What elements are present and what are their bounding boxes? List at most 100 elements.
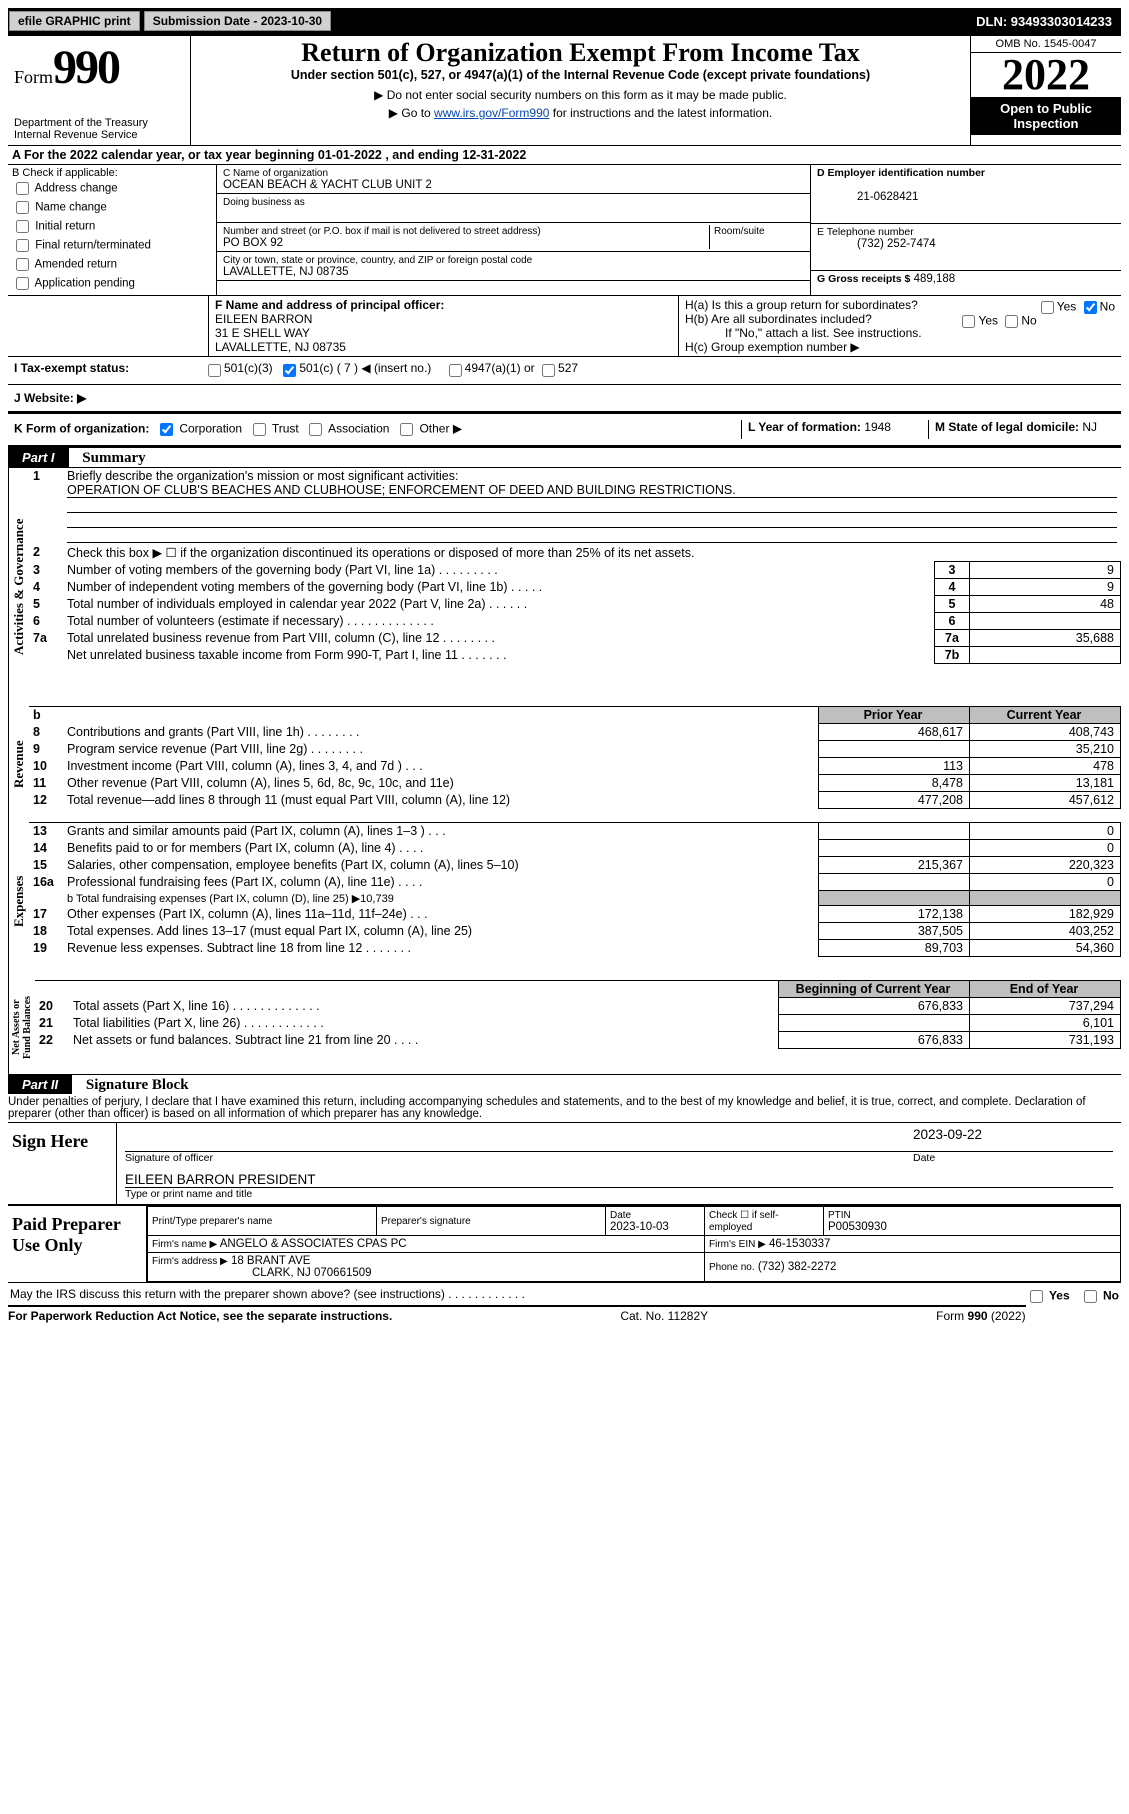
prep-self-employed: Check ☐ if self-employed bbox=[709, 1210, 779, 1233]
footer-right: Form 990 (2022) bbox=[936, 1309, 1025, 1323]
end-year-header: End of Year bbox=[1010, 982, 1079, 996]
501c-checkbox[interactable] bbox=[283, 364, 296, 377]
footer-cat: Cat. No. 11282Y bbox=[620, 1309, 708, 1323]
part-i-title: Summary bbox=[72, 450, 145, 467]
domicile-label: M State of legal domicile: bbox=[935, 420, 1079, 434]
vtab-netassets: Net Assets or Fund Balances bbox=[8, 980, 35, 1074]
ein-label: D Employer identification number bbox=[817, 167, 985, 179]
officer-addr1: 31 E SHELL WAY bbox=[215, 326, 310, 340]
firm-addr-label: Firm's address ▶ bbox=[152, 1256, 228, 1267]
footer-left: For Paperwork Reduction Act Notice, see … bbox=[8, 1309, 392, 1323]
part-ii-tag: Part II bbox=[8, 1075, 72, 1094]
section-b-option[interactable]: Address change bbox=[12, 179, 212, 198]
header-right: OMB No. 1545-0047 2022 Open to PublicIns… bbox=[970, 36, 1121, 145]
discuss-no-checkbox[interactable] bbox=[1084, 1290, 1097, 1303]
firm-phone-label: Phone no. bbox=[709, 1262, 755, 1273]
section-b-option[interactable]: Application pending bbox=[12, 274, 212, 293]
year-formation-value: 1948 bbox=[864, 420, 891, 434]
summary-row: 6Total number of volunteers (estimate if… bbox=[29, 613, 1121, 630]
vtab-revenue: Revenue bbox=[8, 706, 29, 822]
ptin-value: P00530930 bbox=[828, 1221, 887, 1233]
hb-note: If "No," attach a list. See instructions… bbox=[685, 326, 1115, 340]
summary-row: 9Program service revenue (Part VIII, lin… bbox=[29, 741, 1121, 758]
summary-row: 22Net assets or fund balances. Subtract … bbox=[35, 1032, 1121, 1049]
dba-label: Doing business as bbox=[223, 197, 305, 208]
form-number: 990 bbox=[53, 41, 119, 94]
entity-info-grid: B Check if applicable: Address change Na… bbox=[8, 164, 1121, 295]
paid-preparer-block: Paid Preparer Use Only Print/Type prepar… bbox=[8, 1204, 1121, 1282]
section-deg: D Employer identification number 21-0628… bbox=[810, 165, 1121, 295]
discuss-yes-checkbox[interactable] bbox=[1030, 1290, 1043, 1303]
phone-value: (732) 252-7474 bbox=[817, 238, 936, 250]
summary-row: 15Salaries, other compensation, employee… bbox=[29, 857, 1121, 874]
line2-checkbox-text: Check this box ▶ ☐ if the organization d… bbox=[63, 544, 1121, 562]
street-address: PO BOX 92 bbox=[223, 237, 283, 249]
ha-no-checkbox[interactable] bbox=[1084, 301, 1097, 314]
tax-status-label: I Tax-exempt status: bbox=[14, 361, 204, 380]
firm-name-label: Firm's name ▶ bbox=[152, 1239, 217, 1250]
part-ii-title: Signature Block bbox=[76, 1077, 189, 1094]
officer-name: EILEEN BARRON bbox=[215, 312, 312, 326]
dept-label: Department of the Treasury bbox=[14, 117, 184, 129]
line16b-label: b Total fundraising expenses (Part IX, c… bbox=[67, 893, 360, 905]
header-left: Form990 Department of the Treasury Inter… bbox=[8, 36, 191, 145]
part-ii-header: Part II Signature Block bbox=[8, 1074, 1121, 1094]
submission-date-badge: Submission Date - 2023-10-30 bbox=[144, 11, 331, 31]
sig-date-label: Date bbox=[905, 1152, 1113, 1164]
discuss-row: May the IRS discuss this return with the… bbox=[8, 1282, 1121, 1305]
room-label: Room/suite bbox=[714, 226, 765, 237]
ha-yes-checkbox[interactable] bbox=[1041, 301, 1054, 314]
527-checkbox[interactable] bbox=[542, 364, 555, 377]
vtab-expenses: Expenses bbox=[8, 822, 29, 980]
section-f-h: F Name and address of principal officer:… bbox=[8, 295, 1121, 356]
form-header: Form990 Department of the Treasury Inter… bbox=[8, 34, 1121, 145]
note-ssn: ▶ Do not enter social security numbers o… bbox=[195, 88, 966, 102]
section-b-option[interactable]: Amended return bbox=[12, 255, 212, 274]
goto-post: for instructions and the latest informat… bbox=[549, 106, 772, 120]
hb-no-checkbox[interactable] bbox=[1005, 315, 1018, 328]
prior-current-section: Revenue b Prior Year Current Year 8Contr… bbox=[8, 706, 1121, 822]
firm-ein: 46-1530337 bbox=[769, 1238, 830, 1250]
section-b-option[interactable]: Name change bbox=[12, 198, 212, 217]
current-year-header: Current Year bbox=[1007, 708, 1082, 722]
firm-ein-label: Firm's EIN ▶ bbox=[709, 1239, 766, 1250]
form-org-label: K Form of organization: bbox=[14, 422, 149, 436]
sign-here-label: Sign Here bbox=[8, 1123, 117, 1204]
summary-row: 5Total number of individuals employed in… bbox=[29, 596, 1121, 613]
phone-label: E Telephone number bbox=[817, 226, 914, 238]
addr-label: Number and street (or P.O. box if mail i… bbox=[223, 226, 541, 237]
note-goto: ▶ Go to www.irs.gov/Form990 for instruct… bbox=[195, 106, 966, 120]
summary-row: 14Benefits paid to or for members (Part … bbox=[29, 840, 1121, 857]
tax-year: 2022 bbox=[971, 53, 1121, 97]
part-i-tag: Part I bbox=[8, 448, 69, 467]
sig-officer-label: Signature of officer bbox=[125, 1152, 905, 1164]
assoc-checkbox[interactable] bbox=[309, 423, 322, 436]
section-b-option[interactable]: Initial return bbox=[12, 217, 212, 236]
prep-date-label: Date bbox=[610, 1210, 631, 1221]
c-name-label: C Name of organization bbox=[223, 168, 328, 179]
corp-checkbox[interactable] bbox=[160, 423, 173, 436]
form990-link[interactable]: www.irs.gov/Form990 bbox=[434, 106, 549, 120]
type-name-label: Type or print name and title bbox=[125, 1188, 1113, 1200]
section-b-option[interactable]: Final return/terminated bbox=[12, 236, 212, 255]
beginning-year-header: Beginning of Current Year bbox=[796, 982, 951, 996]
summary-row: 20Total assets (Part X, line 16) . . . .… bbox=[35, 998, 1121, 1015]
hc-label: H(c) Group exemption number ▶ bbox=[685, 340, 1115, 354]
summary-row: 17Other expenses (Part IX, column (A), l… bbox=[29, 906, 1121, 923]
form-word: Form bbox=[14, 67, 53, 87]
section-i: I Tax-exempt status: 501(c)(3) 501(c) ( … bbox=[8, 356, 1121, 384]
city-state-zip: LAVALLETTE, NJ 08735 bbox=[223, 266, 349, 278]
firm-addr2: CLARK, NJ 070661509 bbox=[152, 1267, 372, 1279]
gross-receipts-label: G Gross receipts $ bbox=[817, 273, 910, 285]
trust-checkbox[interactable] bbox=[253, 423, 266, 436]
hb-label: H(b) Are all subordinates included? bbox=[685, 312, 872, 326]
city-label: City or town, state or province, country… bbox=[223, 255, 532, 266]
discuss-question: May the IRS discuss this return with the… bbox=[10, 1287, 525, 1301]
other-checkbox[interactable] bbox=[400, 423, 413, 436]
501c3-checkbox[interactable] bbox=[208, 364, 221, 377]
hb-yes-checkbox[interactable] bbox=[962, 315, 975, 328]
4947-checkbox[interactable] bbox=[449, 364, 462, 377]
efile-print-button[interactable]: efile GRAPHIC print bbox=[9, 11, 140, 31]
open-to-public-badge: Open to PublicInspection bbox=[971, 97, 1121, 135]
firm-name: ANGELO & ASSOCIATES CPAS PC bbox=[220, 1238, 407, 1250]
